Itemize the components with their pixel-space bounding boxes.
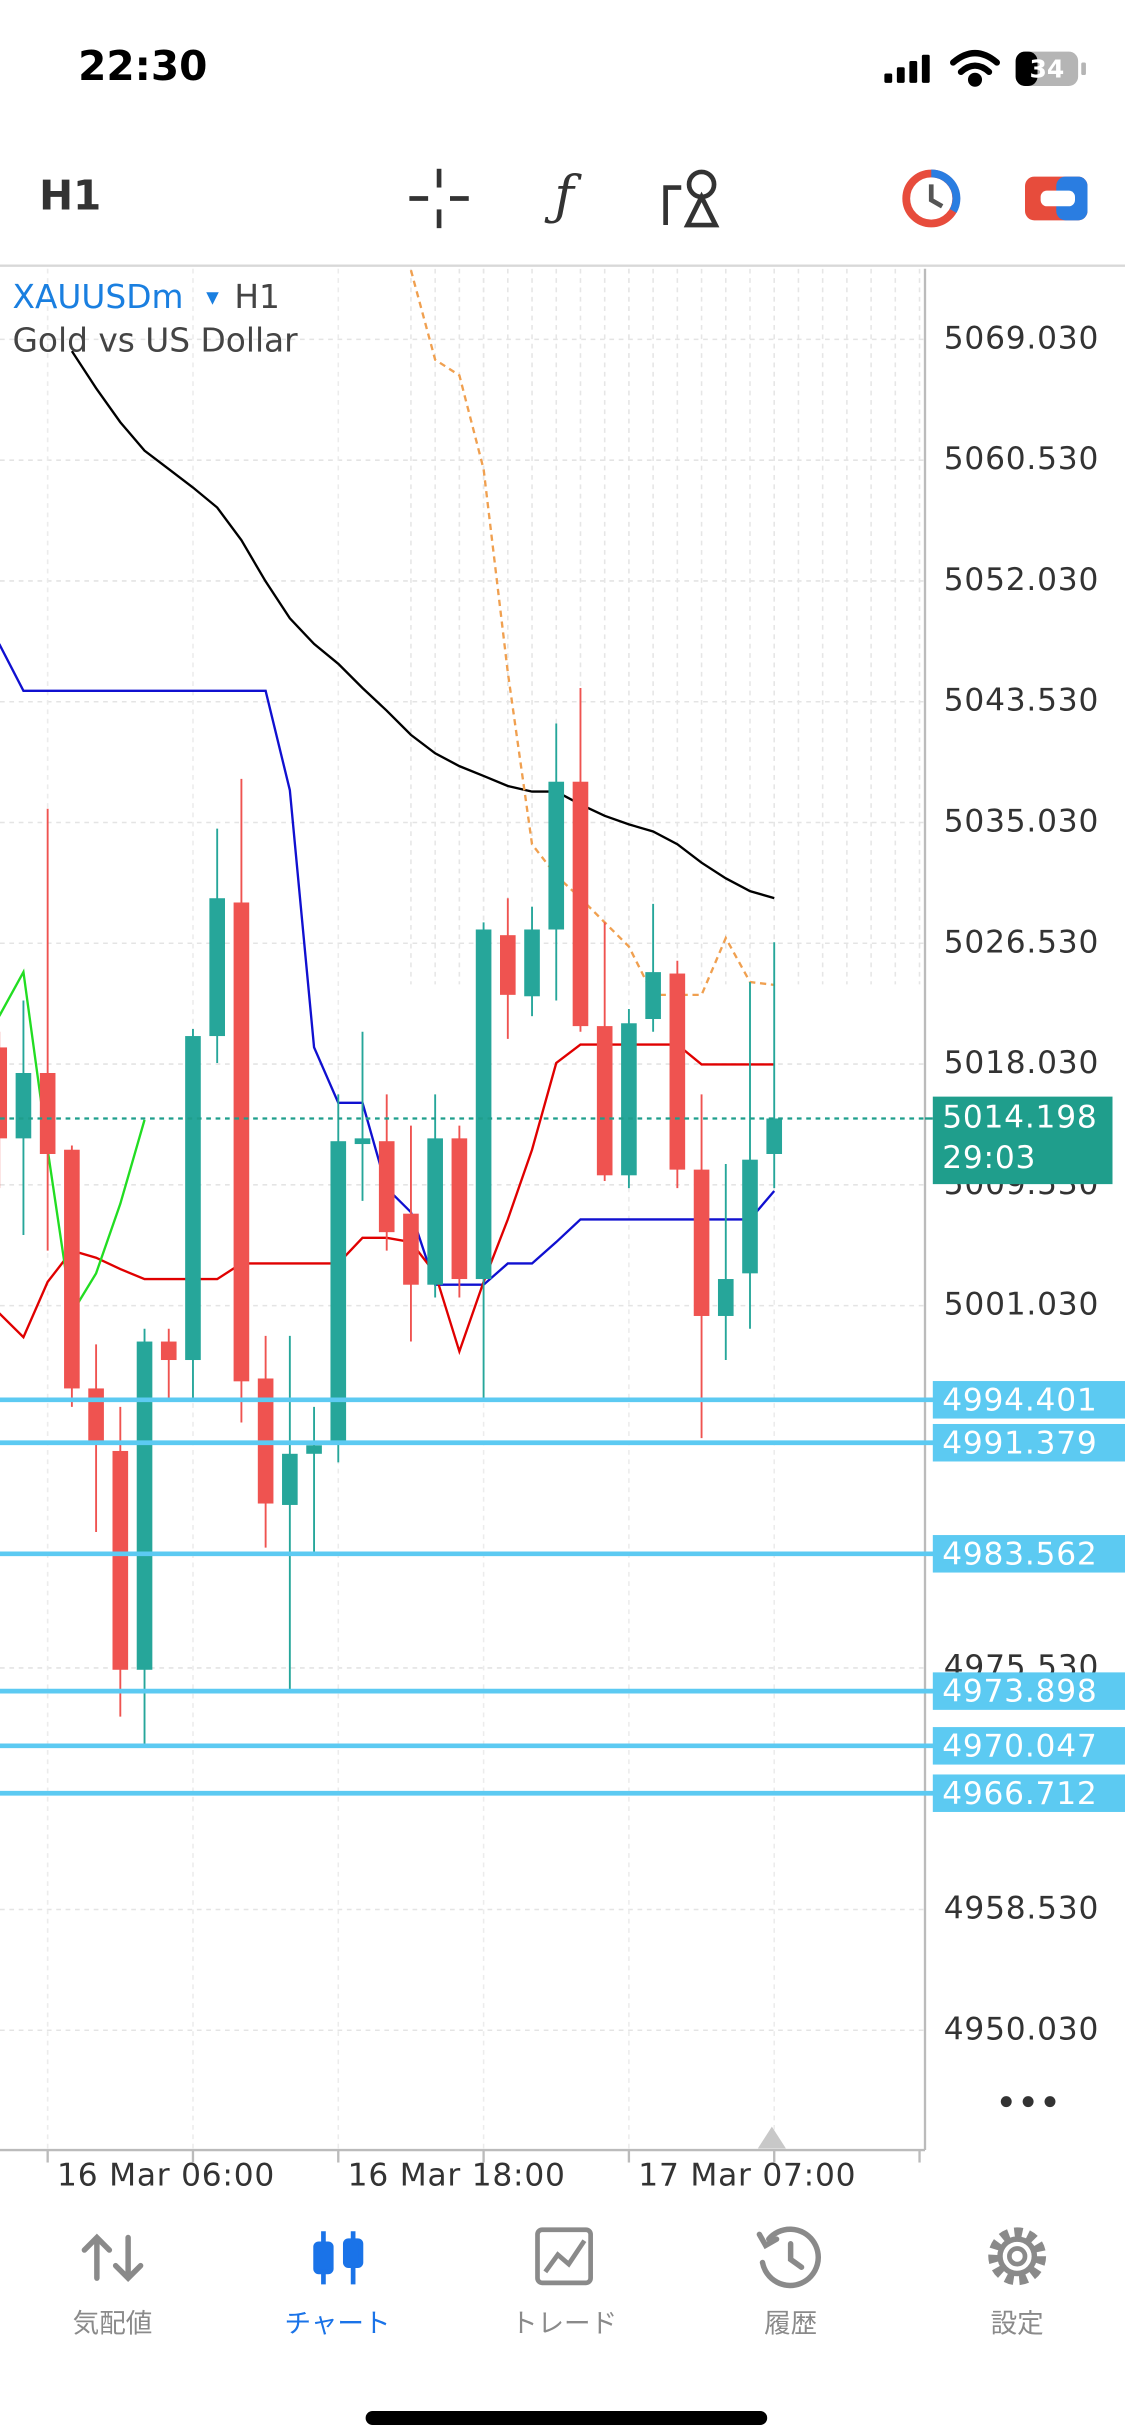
- candle-body: [742, 1159, 758, 1274]
- candle-body: [645, 972, 661, 1020]
- candle-body: [354, 1138, 371, 1145]
- current-price-box: [932, 1096, 1113, 1185]
- scroll-marker[interactable]: [757, 2126, 786, 2149]
- objects-button[interactable]: [663, 169, 720, 228]
- tab-label[interactable]: チャート: [285, 2309, 391, 2340]
- candle-body: [669, 973, 686, 1170]
- tab-bar: 気配値 チャート トレード 履歴 設定: [73, 2226, 1047, 2340]
- candle-body: [451, 1138, 468, 1280]
- wifi-icon: [950, 50, 1000, 87]
- price-level-label: 4983.562: [942, 1536, 1097, 1572]
- symbol-name[interactable]: XAUUSDm: [13, 278, 184, 316]
- settings-icon[interactable]: [988, 2227, 1047, 2286]
- candle-body: [766, 1118, 783, 1154]
- x-tick-label: 16 Mar 06:00: [57, 2158, 275, 2194]
- countdown-label: 29:03: [942, 1140, 1036, 1176]
- battery-level: [1015, 51, 1038, 86]
- price-level-label: 4973.898: [942, 1674, 1097, 1710]
- tab-label[interactable]: トレード: [511, 2309, 617, 2340]
- candle-body: [136, 1341, 153, 1670]
- candle-body: [185, 1036, 201, 1361]
- signal-icon: [884, 54, 930, 83]
- timeframe-button[interactable]: H1: [39, 171, 101, 219]
- indicator-button[interactable]: ƒ: [544, 165, 582, 227]
- history-icon[interactable]: [756, 2226, 821, 2289]
- battery-tip: [1081, 62, 1086, 76]
- symbol-dropdown-icon[interactable]: [206, 292, 219, 305]
- candle-body: [88, 1388, 104, 1442]
- candle-body: [693, 1169, 710, 1316]
- quotes-icon[interactable]: [81, 2233, 144, 2283]
- trade-icon[interactable]: [535, 2227, 593, 2286]
- x-tick-label: 17 Mar 07:00: [638, 2158, 856, 2194]
- candle-body: [524, 929, 540, 997]
- overlay-layer: 5014.198 29:03 4994.401 4991.379 4983.562 497…: [0, 1096, 1125, 1812]
- chart-timeframe: H1: [234, 278, 280, 316]
- candle-body: [427, 1138, 443, 1285]
- candle-body: [621, 1023, 637, 1176]
- battery-text: 34: [1029, 54, 1064, 83]
- more-button[interactable]: [1000, 2096, 1056, 2108]
- price-level-box: [932, 1535, 1125, 1573]
- price-level-label: 4994.401: [942, 1382, 1097, 1418]
- y-tick-label: 5069.030: [944, 320, 1099, 356]
- tab-label[interactable]: 気配値: [73, 2309, 153, 2340]
- y-tick-label: 5001.030: [944, 1287, 1099, 1323]
- tab-label[interactable]: 設定: [991, 2309, 1044, 2340]
- candle-body: [500, 935, 516, 995]
- indicator-line: [409, 269, 775, 997]
- candle-body: [475, 929, 492, 1280]
- indicator-line: [70, 350, 775, 900]
- candle-body: [64, 1149, 80, 1389]
- candle-body: [0, 1047, 8, 1139]
- candle-body: [596, 1026, 613, 1176]
- price-level-box: [932, 1381, 1125, 1419]
- candle-body: [282, 1453, 298, 1505]
- candle-body: [209, 898, 225, 1037]
- y-tick-label: 4958.530: [944, 1890, 1099, 1926]
- price-level-box: [932, 1672, 1125, 1710]
- grid-layer: 5069.030 5060.530 5052.030 5043.530 5035.030…: [0, 268, 1099, 2194]
- candle-body: [548, 781, 565, 930]
- y-tick-label: 5060.530: [944, 441, 1099, 477]
- candle-body: [306, 1445, 322, 1454]
- y-tick-label: 5018.030: [944, 1045, 1099, 1081]
- chart-icon[interactable]: [313, 2231, 364, 2285]
- price-level-box: [932, 1727, 1125, 1765]
- price-level-label: 4991.379: [942, 1425, 1097, 1461]
- price-level-box: [932, 1774, 1125, 1812]
- candle-body: [112, 1450, 129, 1670]
- symbol-description: Gold vs US Dollar: [13, 322, 299, 360]
- current-price-label: 5014.198: [942, 1099, 1097, 1135]
- y-tick-label: 4950.030: [944, 2011, 1099, 2047]
- candle-body: [378, 1141, 395, 1233]
- status-time: 22:30: [78, 42, 207, 90]
- account-button[interactable]: [902, 169, 961, 228]
- y-tick-label: 5035.030: [944, 803, 1099, 839]
- price-level-label: 4970.047: [942, 1728, 1097, 1764]
- price-level-box: [932, 1423, 1125, 1462]
- candle-body: [403, 1213, 419, 1285]
- candle-body: [233, 902, 250, 1382]
- x-tick-label: 16 Mar 18:00: [348, 2158, 566, 2194]
- candle-body: [572, 781, 589, 1027]
- candle-body: [39, 1073, 56, 1154]
- candle-body: [717, 1279, 734, 1316]
- plot-area: [0, 268, 925, 1747]
- candle-body: [160, 1341, 177, 1361]
- candle-body: [330, 1141, 347, 1442]
- trade-button[interactable]: [1025, 176, 1088, 221]
- tab-label[interactable]: 履歴: [764, 2309, 817, 2340]
- crosshair-button[interactable]: [409, 168, 469, 229]
- y-tick-label: 5026.530: [944, 924, 1099, 960]
- y-tick-label: 5043.530: [944, 683, 1099, 719]
- y-tick-label: 5052.030: [944, 562, 1099, 598]
- candle-body: [15, 1073, 32, 1139]
- home-indicator: [365, 2410, 768, 2426]
- price-level-label: 4966.712: [942, 1776, 1097, 1812]
